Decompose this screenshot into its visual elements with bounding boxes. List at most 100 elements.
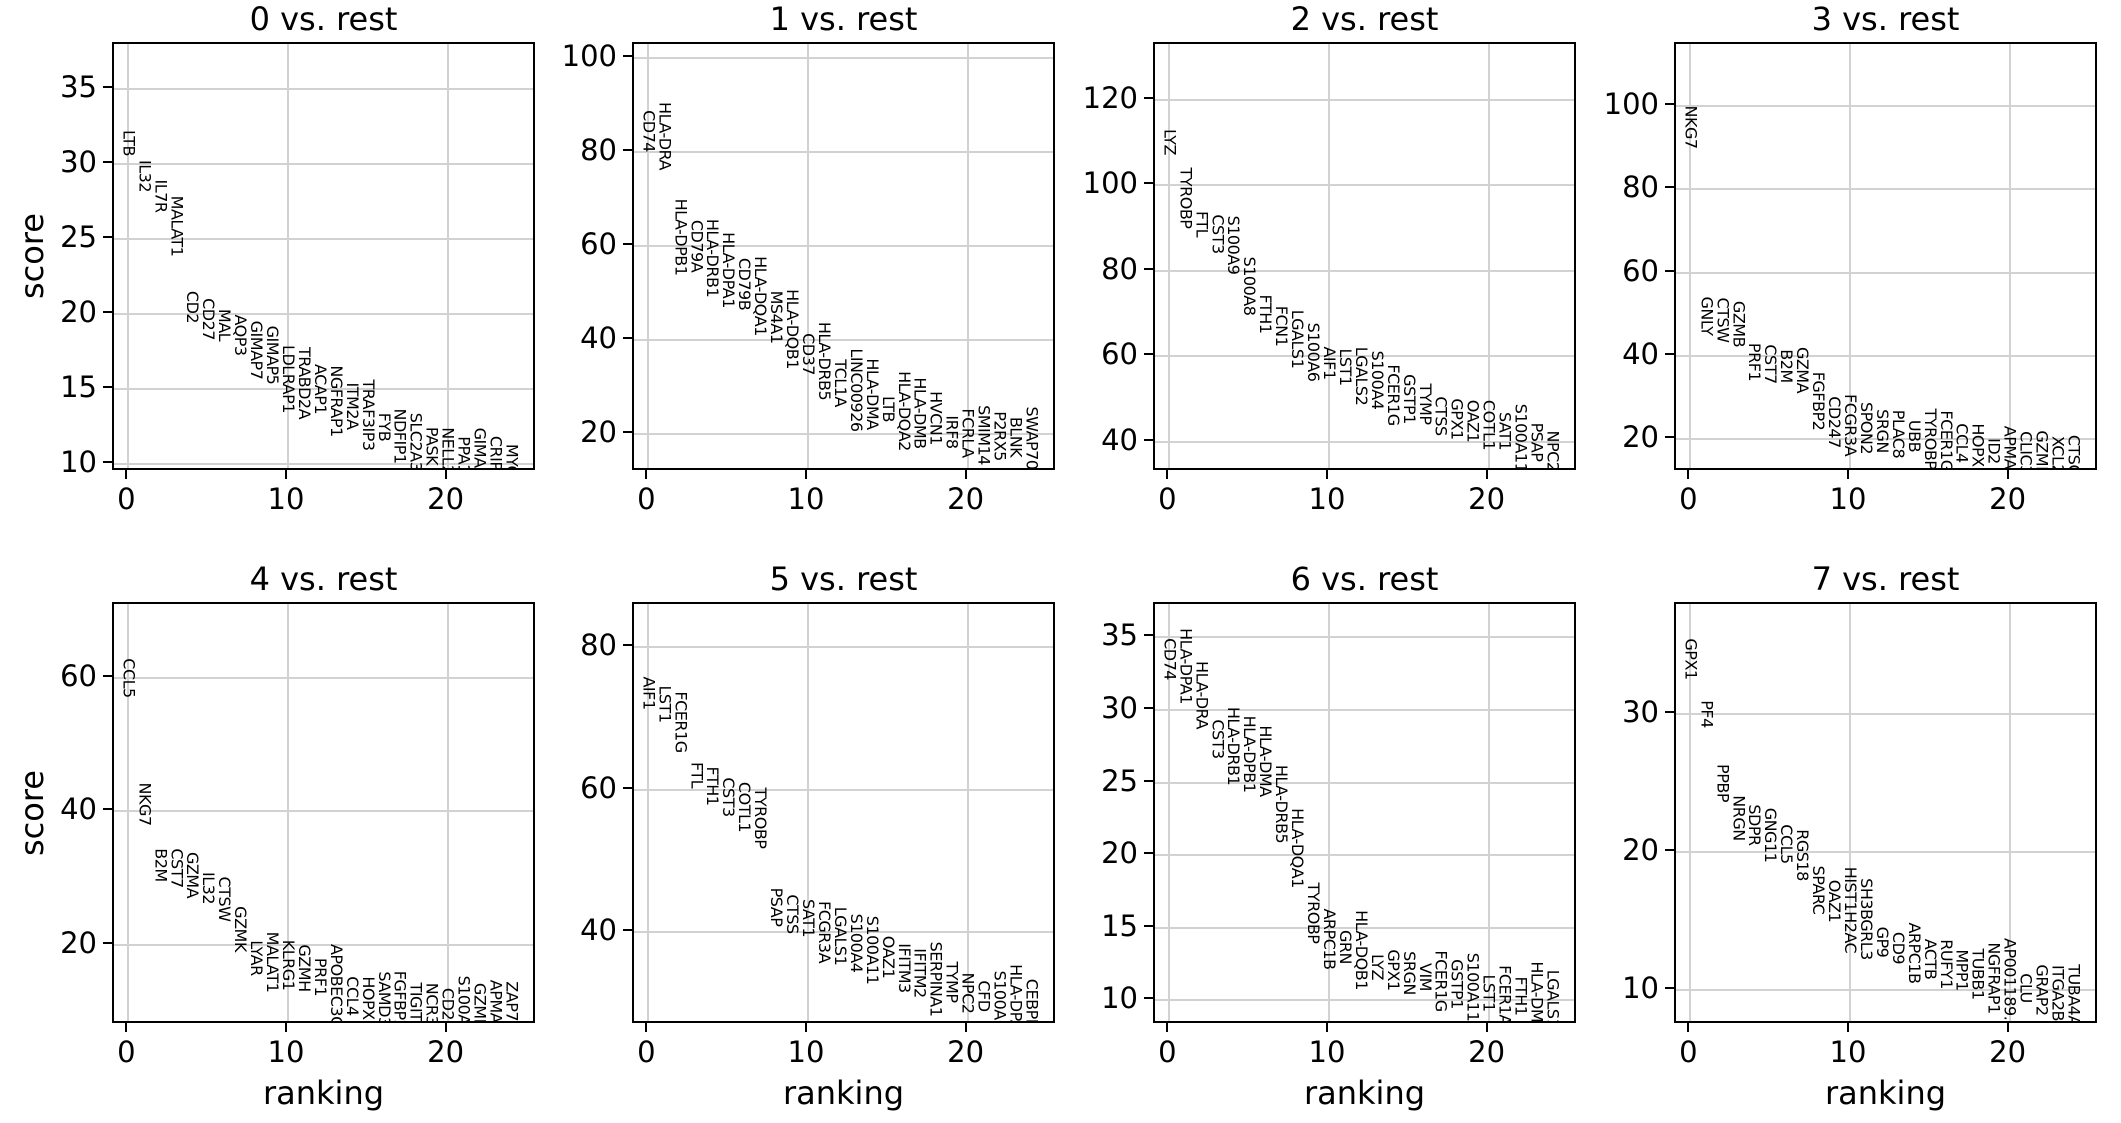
gridline xyxy=(1155,999,1574,1002)
gene-label: P2RX5 xyxy=(990,411,1010,462)
gene-label: GIMAP4 xyxy=(470,427,490,470)
gene-label: S100A6 xyxy=(1304,322,1324,382)
gene-label: PSAP xyxy=(1527,422,1547,462)
gene-label: CST3 xyxy=(1208,719,1228,759)
gene-label: CCL4 xyxy=(342,975,362,1016)
y-tick-mark xyxy=(623,337,632,340)
gene-label: LDLRAP1 xyxy=(278,344,298,413)
gene-label: GZMA xyxy=(1793,347,1813,394)
gene-label: CST3 xyxy=(1208,214,1228,255)
y-tick-label: 30 xyxy=(1622,695,1659,730)
x-tick-label: 20 xyxy=(1468,482,1506,516)
y-tick-label: 35 xyxy=(60,70,97,105)
x-tick-mark xyxy=(1846,470,1849,479)
y-tick-mark xyxy=(1144,96,1153,99)
gene-label: S100A11 xyxy=(862,915,882,985)
x-tick-mark xyxy=(804,470,807,479)
x-tick-label: 0 xyxy=(637,1035,656,1069)
plot-area: GPX1 PF4 PPBP NRGN SDPR GNG11 CCL5 RGS18 SPARC OA… xyxy=(1674,602,2097,1023)
y-tick-mark xyxy=(103,941,112,944)
gene-label: HLA-DRB5 xyxy=(1272,765,1292,844)
gene-label: NRGN xyxy=(1729,795,1749,841)
gene-label: HLA-DMB xyxy=(910,377,930,449)
gene-label: AIF1 xyxy=(1319,346,1339,380)
gene-label: SAT1 xyxy=(1495,412,1515,451)
gene-label: SPON2 xyxy=(1856,402,1876,455)
gridline xyxy=(647,604,650,1021)
x-tick-label: 20 xyxy=(947,482,985,516)
x-tick-label: 20 xyxy=(427,482,465,516)
gene-label: NKG7 xyxy=(135,782,155,826)
gene-label: CD37 xyxy=(798,333,818,376)
gridline xyxy=(114,313,533,316)
gridline xyxy=(1676,851,2095,854)
y-tick-label: 40 xyxy=(1622,336,1659,371)
y-tick-mark xyxy=(1144,852,1153,855)
y-tick-label: 40 xyxy=(580,913,617,948)
y-tick-mark xyxy=(1665,103,1674,106)
gene-label: HLA-DQA1 xyxy=(1288,808,1308,888)
gene-label: GZMH xyxy=(2032,430,2052,470)
gridline xyxy=(966,604,969,1021)
y-tick-mark xyxy=(103,86,112,89)
gene-label: GPX1 xyxy=(1681,638,1701,680)
gene-label: CD2 xyxy=(183,290,203,323)
gene-label: TUBA4A xyxy=(2064,963,2084,1023)
gene-label: FTH1 xyxy=(1511,976,1531,1016)
gridline xyxy=(286,604,289,1021)
gene-label: PRF1 xyxy=(1745,342,1765,381)
gene-label: CCL5 xyxy=(119,657,139,698)
x-tick-label: 10 xyxy=(1829,482,1867,516)
gridline xyxy=(1155,441,1574,444)
gene-label: FTH1 xyxy=(1256,294,1276,334)
gene-label: OAZ1 xyxy=(1825,879,1845,922)
gridline xyxy=(286,44,289,468)
gene-label: SAMD3 xyxy=(374,971,394,1023)
gridline xyxy=(114,163,533,166)
gene-label: FCER1G xyxy=(671,691,691,753)
gene-label: LYAR xyxy=(247,940,267,976)
y-tick-mark xyxy=(1665,987,1674,990)
gene-label: S100A6 xyxy=(990,970,1010,1023)
panel-title: 0 vs. rest xyxy=(249,0,398,38)
gene-label: FCN1 xyxy=(1272,306,1292,347)
y-tick-mark xyxy=(103,311,112,314)
y-tick-mark xyxy=(103,674,112,677)
x-tick-label: 10 xyxy=(787,1035,825,1069)
gene-label: GSTP1 xyxy=(1447,959,1467,1010)
gene-label: HLA-DRB1 xyxy=(703,218,723,298)
gene-label: CD247 xyxy=(1825,396,1845,448)
gene-label: TYMP xyxy=(1415,383,1435,425)
gridline xyxy=(1155,781,1574,784)
gene-label: GZMK xyxy=(231,905,251,952)
gene-label: ARPC1B xyxy=(1319,908,1339,970)
y-tick-mark xyxy=(103,236,112,239)
gridline xyxy=(114,88,533,91)
gene-label: LTB xyxy=(119,130,139,157)
x-tick-mark xyxy=(1325,1023,1328,1032)
gene-label: GNG11 xyxy=(1761,807,1781,862)
x-tick-label: 10 xyxy=(267,1035,305,1069)
gridline xyxy=(634,931,1053,934)
x-tick-mark xyxy=(1687,1023,1690,1032)
panel-title: 2 vs. rest xyxy=(1290,0,1439,38)
y-tick-label: 40 xyxy=(1101,423,1138,458)
gene-label: GZMA xyxy=(183,851,203,898)
plot-area: LTB IL32 IL7R MALAT1 CD2 CD27 MAL AQP3 GIMAP7 GIM… xyxy=(112,42,535,470)
gene-label: SWAP70 xyxy=(1022,406,1042,470)
gene-label: SAT1 xyxy=(798,898,818,938)
gene-label: SMIM14 xyxy=(974,404,994,465)
x-tick-label: 10 xyxy=(1308,482,1346,516)
gene-label: PPA1 xyxy=(454,436,474,470)
gene-label: LINC00926 xyxy=(846,348,866,432)
x-tick-label: 0 xyxy=(1679,482,1698,516)
gene-label: FYB xyxy=(374,412,394,442)
gene-label: MS4A1 xyxy=(767,290,787,344)
gene-label: TRAF3IP3 xyxy=(358,379,378,451)
gridline xyxy=(634,339,1053,342)
gene-label: NCR3 xyxy=(422,982,442,1023)
gene-label: VIM xyxy=(1415,963,1435,992)
y-tick-mark xyxy=(1144,924,1153,927)
y-tick-label: 80 xyxy=(1622,170,1659,205)
x-tick-mark xyxy=(964,470,967,479)
